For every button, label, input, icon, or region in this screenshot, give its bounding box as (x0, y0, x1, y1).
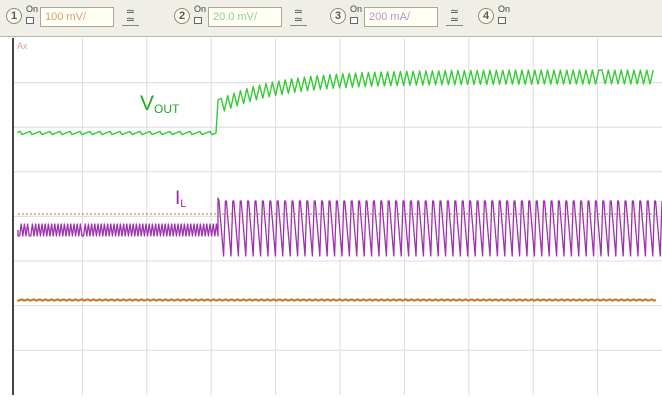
axis-marker: Ax (17, 41, 28, 51)
channel-1-on-toggle[interactable]: On (26, 5, 38, 29)
channel-4-group: 4 On (478, 5, 518, 31)
channel-1-scale-field[interactable]: 100 mV/ (40, 7, 114, 27)
ch1-trace (17, 298, 657, 302)
il-label-sub: L (180, 198, 187, 210)
channel-2-coupling-icon[interactable]: ≃ ≃ (290, 6, 307, 26)
channel-3-on-toggle[interactable]: On (350, 5, 362, 29)
il-trace (17, 197, 662, 257)
channel-1-group: 1 On 100 mV/ ≃ ≃ (6, 5, 146, 31)
channel-1-button[interactable]: 1 (6, 8, 22, 24)
trace-group (17, 69, 662, 302)
channel-4-button[interactable]: 4 (478, 8, 494, 24)
il-label-main: I (175, 188, 181, 209)
channel-3-group: 3 On 200 mA/ ≃ ≃ (330, 5, 470, 31)
graticule-grid (14, 38, 662, 395)
channel-3-coupling-icon[interactable]: ≃ ≃ (446, 6, 463, 26)
channel-2-button[interactable]: 2 (174, 8, 190, 24)
channel-3-button[interactable]: 3 (330, 8, 346, 24)
il-trace-label: IL (175, 188, 186, 210)
channel-4-on-toggle[interactable]: On (498, 5, 510, 29)
channel-3-scale-field[interactable]: 200 mA/ (364, 7, 438, 27)
channel-toolbar: 1 On 100 mV/ ≃ ≃ 2 On 20.0 mV/ ≃ ≃ 3 On 20… (0, 0, 662, 37)
vout-trace-label: VOUT (140, 92, 179, 116)
vout-label-sub: OUT (154, 102, 180, 116)
channel-2-on-toggle[interactable]: On (194, 5, 206, 29)
channel-2-group: 2 On 20.0 mV/ ≃ ≃ (174, 5, 314, 31)
channel-2-scale-field[interactable]: 20.0 mV/ (208, 7, 282, 27)
vout-label-main: V (140, 92, 155, 115)
vout-trace (17, 69, 654, 136)
waveform-plot (12, 38, 662, 395)
waveform-display (10, 38, 662, 395)
channel-1-coupling-icon[interactable]: ≃ ≃ (122, 6, 139, 26)
